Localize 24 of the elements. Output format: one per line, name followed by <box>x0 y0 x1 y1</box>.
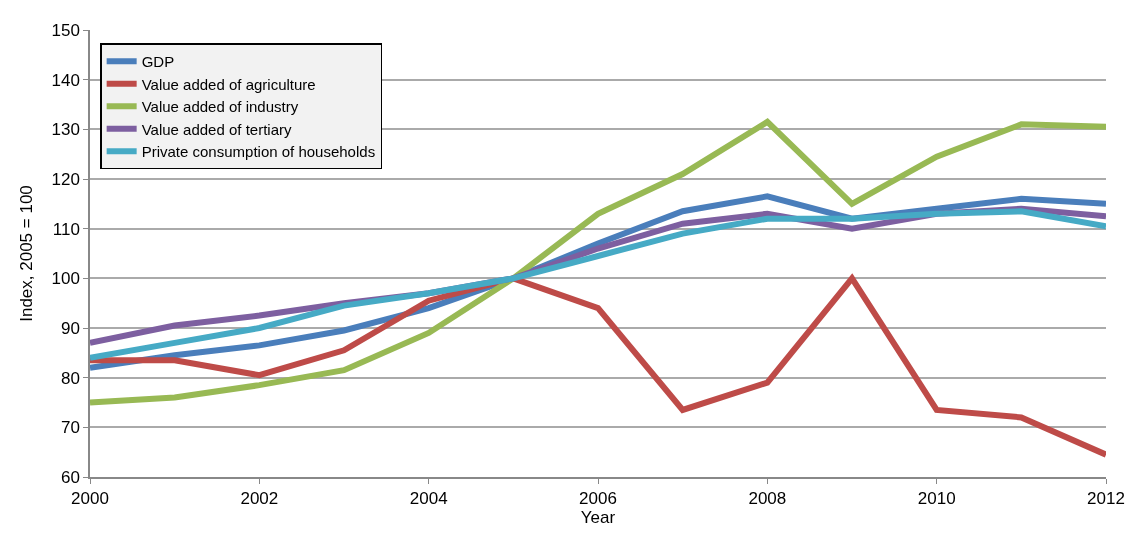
y-tick-label: 110 <box>52 219 80 239</box>
y-tick-label: 120 <box>51 169 80 189</box>
y-tick-label: 140 <box>51 70 80 90</box>
x-axis-title: Year <box>580 508 616 528</box>
y-tick-label: 90 <box>60 318 80 338</box>
x-tick-label: 2008 <box>748 489 787 509</box>
y-tick-label: 70 <box>60 418 80 438</box>
y-axis-title: Index, 2005 = 100 <box>16 185 36 322</box>
x-tick-label: 2010 <box>917 489 956 509</box>
y-tick-label: 150 <box>51 20 80 40</box>
x-tick-label: 2006 <box>579 489 617 509</box>
x-tick-label: 2004 <box>409 489 448 509</box>
y-tick-label: 80 <box>60 368 80 388</box>
y-tick-label: 100 <box>51 269 80 289</box>
legend-label: Value added of agriculture <box>141 75 316 93</box>
x-tick-label: 2012 <box>1087 489 1125 509</box>
x-tick-label: 2002 <box>240 489 279 509</box>
y-tick-label: 130 <box>51 120 80 140</box>
x-tick-label: 2000 <box>71 489 109 509</box>
y-tick-label: 60 <box>60 467 80 487</box>
legend-label: Value added of industry <box>141 98 299 116</box>
legend-label: GDP <box>141 53 175 71</box>
legend-label: Private consumption of households <box>141 143 376 161</box>
legend-label: Value added of tertiary <box>141 120 292 138</box>
